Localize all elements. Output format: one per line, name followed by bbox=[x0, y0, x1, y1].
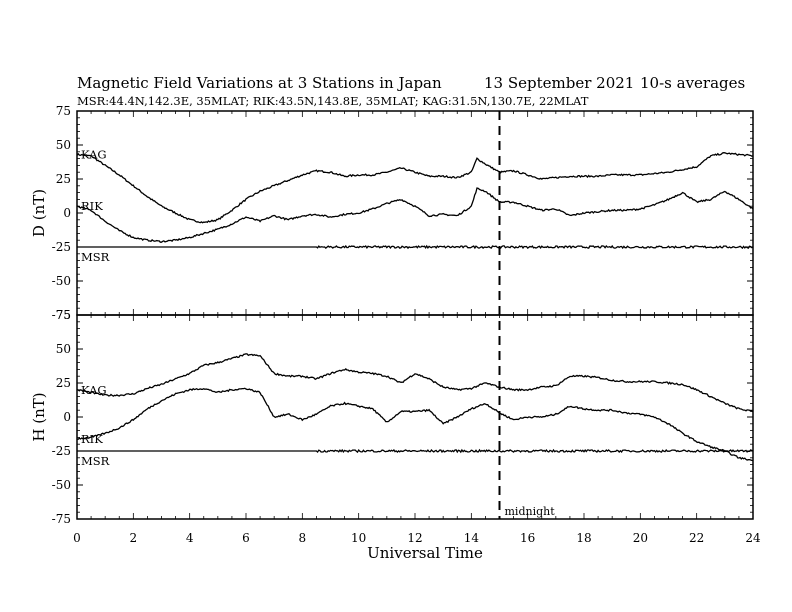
x-tick-label: 6 bbox=[242, 531, 250, 545]
series-line-rik bbox=[76, 187, 754, 243]
series-label-kag: KAG bbox=[81, 383, 107, 397]
x-tick-label: 24 bbox=[745, 531, 761, 545]
chart-subtitle: MSR:44.4N,142.3E, 35MLAT; RIK:43.5N,143.… bbox=[77, 94, 589, 108]
chart-date: 13 September 2021 bbox=[484, 74, 634, 92]
series-line-kag bbox=[76, 353, 754, 413]
chart-title: Magnetic Field Variations at 3 Stations … bbox=[77, 74, 442, 92]
x-axis: 0 2 4 6 8 10 12 14 16 18 20 22 24 bbox=[73, 531, 761, 545]
y-tick-label: 0 bbox=[63, 206, 71, 220]
y-tick-label: 25 bbox=[56, 376, 71, 390]
panel-h: 75 50 25 0 -25 -50 -75 H (nT) KAG RIK MSR bbox=[30, 308, 754, 526]
series-line-msr bbox=[77, 244, 754, 250]
x-tick-label: 2 bbox=[130, 531, 138, 545]
y-tick-label: 75 bbox=[56, 104, 71, 118]
series-label-msr: MSR bbox=[81, 250, 110, 264]
y-axis-title: H (nT) bbox=[30, 392, 48, 441]
x-axis-title: Universal Time bbox=[367, 544, 483, 562]
panel-frame bbox=[76, 110, 754, 316]
x-tick-label: 14 bbox=[464, 531, 480, 545]
x-tick-label: 12 bbox=[407, 531, 422, 545]
x-tick-label: 8 bbox=[299, 531, 307, 545]
series-line-rik bbox=[77, 387, 754, 462]
y-tick-label: 0 bbox=[63, 410, 71, 424]
series-line-kag bbox=[76, 152, 754, 224]
y-axis-title: D (nT) bbox=[30, 189, 48, 237]
y-tick-label: 25 bbox=[56, 172, 71, 186]
x-tick-label: 20 bbox=[633, 531, 648, 545]
y-tick-label: -75 bbox=[52, 308, 71, 322]
y-tick-label: 50 bbox=[56, 138, 71, 152]
series-label-msr: MSR bbox=[81, 454, 110, 468]
x-tick-label: 10 bbox=[351, 531, 366, 545]
series-label-kag: KAG bbox=[81, 148, 107, 162]
series-label-rik: RIK bbox=[81, 199, 103, 213]
series-label-rik: RIK bbox=[81, 432, 103, 446]
midnight-label: midnight bbox=[505, 505, 556, 518]
x-tick-label: 22 bbox=[689, 531, 704, 545]
panel-d: 75 50 25 0 -25 -50 -75 D (nT) KAG RIK MSR bbox=[30, 104, 754, 322]
y-tick-label: -25 bbox=[52, 240, 71, 254]
panels: 75 50 25 0 -25 -50 -75 D (nT) KAG RIK MSR 75 50 25 0 -2… bbox=[30, 104, 754, 526]
x-tick-label: 4 bbox=[186, 531, 194, 545]
x-tick-label: 16 bbox=[520, 531, 535, 545]
x-tick-label: 0 bbox=[73, 531, 81, 545]
y-tick-label: -75 bbox=[52, 512, 71, 526]
y-tick-label: -25 bbox=[52, 444, 71, 458]
chart-averaging: 10-s averages bbox=[640, 74, 745, 92]
y-tick-label: -50 bbox=[52, 478, 71, 492]
y-tick-label: 50 bbox=[56, 342, 71, 356]
y-tick-label: -50 bbox=[52, 274, 71, 288]
series-line-msr bbox=[77, 448, 754, 454]
y-tick-label: 75 bbox=[56, 308, 71, 322]
x-tick-label: 18 bbox=[576, 531, 591, 545]
